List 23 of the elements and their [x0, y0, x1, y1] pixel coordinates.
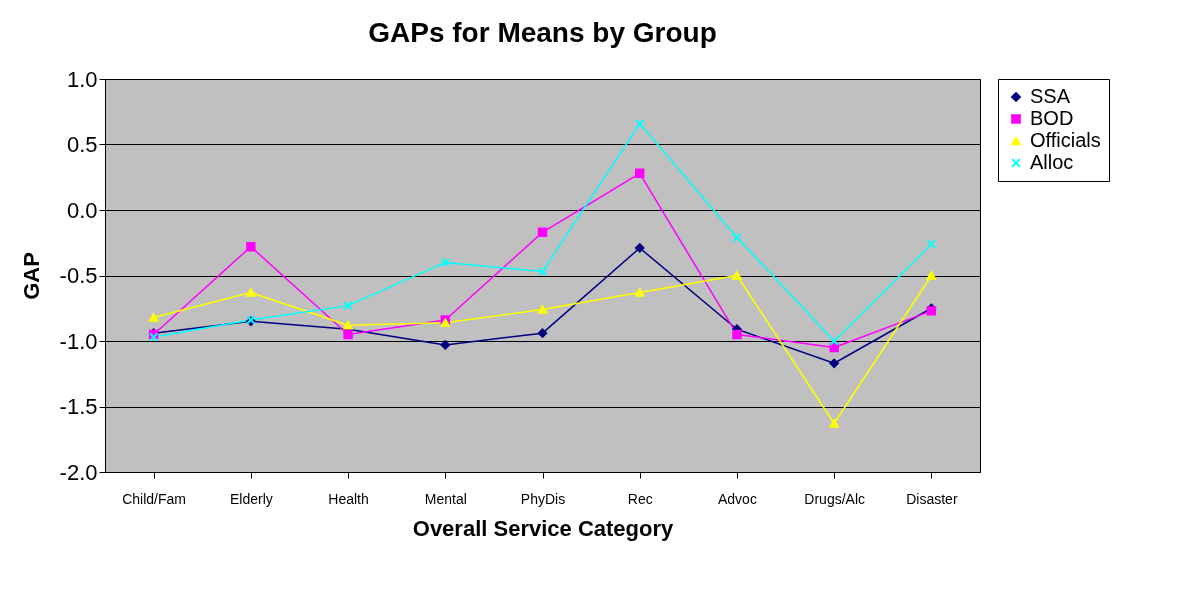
chart-title: GAPs for Means by Group — [368, 17, 717, 48]
x-tick-label: Drugs/Alc — [804, 490, 866, 507]
y-tick-label: -0.5 — [59, 263, 98, 288]
y-tick-label: 0.5 — [66, 132, 98, 157]
y-tick-label: -1.5 — [59, 394, 98, 419]
x-tick-label: Rec — [627, 490, 653, 507]
y-tick-label: 1.0 — [66, 66, 98, 92]
legend-label: BOD — [1030, 107, 1074, 129]
y-axis-title: GAP — [18, 252, 44, 300]
x-tick-label: Elderly — [229, 490, 273, 507]
legend-label: Alloc — [1030, 151, 1074, 173]
x-tick-label: Advoc — [717, 490, 757, 507]
x-tick-label: Disaster — [906, 490, 958, 507]
y-tick-label: -2.0 — [59, 459, 98, 485]
legend-label: SSA — [1030, 85, 1071, 107]
legend-label: Officials — [1030, 129, 1101, 151]
x-tick-label: Mental — [424, 490, 467, 507]
x-tick-label: PhyDis — [520, 490, 566, 507]
x-axis-title: Overall Service Category — [412, 515, 674, 541]
x-tick-label: Health — [328, 490, 369, 507]
y-tick-label: 0.0 — [66, 197, 98, 223]
y-tick-label: -1.0 — [59, 328, 98, 354]
x-tick-label: Child/Fam — [122, 490, 187, 507]
